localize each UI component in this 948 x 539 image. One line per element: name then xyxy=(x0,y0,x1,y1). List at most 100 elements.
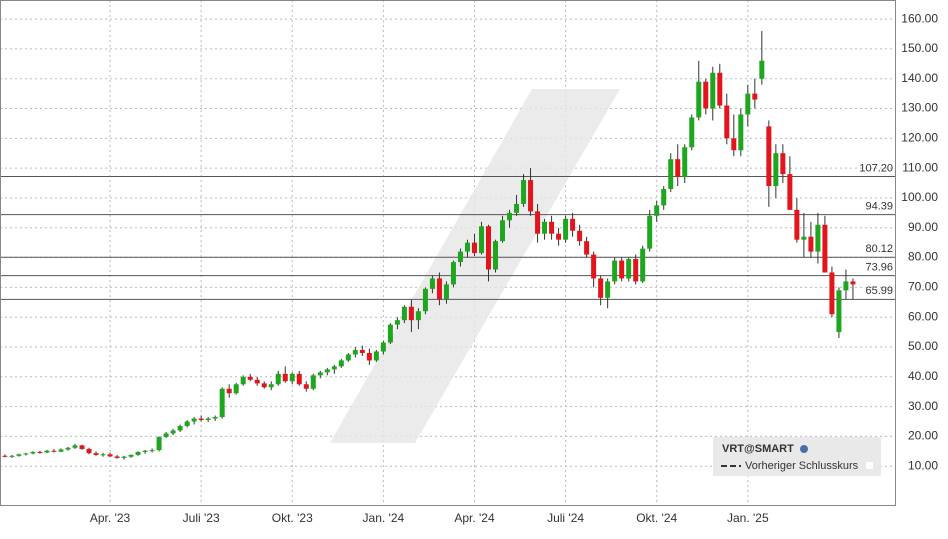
y-tick-label: 150.00 xyxy=(901,41,938,55)
candle-body xyxy=(338,360,344,367)
candle-body xyxy=(345,354,351,361)
candle-body xyxy=(373,351,379,361)
x-tick-label: Jan. '24 xyxy=(363,511,405,525)
y-tick-label: 110.00 xyxy=(902,160,938,174)
candle-body xyxy=(415,311,421,321)
candle-body xyxy=(640,248,646,282)
axes: 10.00 20.00 30.00 40.00 50.00 60.00 70.00 80.00… xyxy=(90,11,938,525)
candle-body xyxy=(429,278,435,289)
candle-body xyxy=(478,226,484,254)
candle-body xyxy=(486,226,492,270)
candle-body xyxy=(121,456,127,458)
candle-body xyxy=(128,454,134,457)
candle-body xyxy=(773,153,779,187)
candle-body xyxy=(731,138,737,151)
candle-body xyxy=(528,180,534,212)
candle-body xyxy=(170,430,176,434)
candle-body xyxy=(801,236,807,240)
candle-body xyxy=(752,93,758,100)
candle-body xyxy=(598,278,604,298)
y-tick-label: 100.00 xyxy=(901,190,938,204)
candle-body xyxy=(72,445,78,448)
candle-body xyxy=(9,455,15,457)
candle-body xyxy=(331,366,337,370)
candle-body xyxy=(766,126,772,187)
candle-body xyxy=(317,372,323,376)
candle-body xyxy=(359,349,365,353)
candle-body xyxy=(703,81,709,109)
candle-body xyxy=(212,417,218,419)
candle-body xyxy=(23,453,29,455)
candle-body xyxy=(310,375,316,389)
candle-body xyxy=(696,81,702,118)
legend-entry: Vorheriger Schlusskurs xyxy=(745,460,859,472)
candle-body xyxy=(521,180,527,204)
watermark xyxy=(330,89,620,443)
candle-body xyxy=(65,447,71,450)
candle-body xyxy=(549,221,555,234)
candle-body xyxy=(289,373,295,382)
y-tick-label: 30.00 xyxy=(908,399,938,413)
candle-body xyxy=(296,373,302,385)
reference-label: 65.99 xyxy=(865,285,893,297)
candle-body xyxy=(422,288,428,312)
y-tick-label: 50.00 xyxy=(908,339,938,353)
candle-body xyxy=(401,306,407,321)
candle-body xyxy=(471,242,477,254)
candles xyxy=(2,31,856,460)
candle-body xyxy=(457,251,463,263)
candle-body xyxy=(850,281,856,285)
candle-body xyxy=(556,233,562,240)
candle-body xyxy=(591,254,597,279)
candle-body xyxy=(275,373,281,385)
candle-body xyxy=(261,383,267,388)
candle-body xyxy=(191,418,197,422)
candle-body xyxy=(303,384,309,389)
candle-body xyxy=(464,242,470,252)
candle-body xyxy=(493,241,499,270)
candle-body xyxy=(86,448,92,454)
candle-body xyxy=(282,373,288,382)
y-tick-label: 130.00 xyxy=(901,101,938,115)
candle-body xyxy=(226,388,232,394)
candle-body xyxy=(584,241,590,255)
candle-body xyxy=(668,159,674,190)
candle-body xyxy=(93,453,99,455)
candle-body xyxy=(514,203,520,213)
candle-body xyxy=(436,278,442,300)
candle-body xyxy=(689,117,695,148)
reference-label: 80.12 xyxy=(865,243,893,255)
candle-body xyxy=(408,306,414,321)
candle-body xyxy=(570,218,576,231)
candle-body xyxy=(149,450,155,452)
y-tick-label: 140.00 xyxy=(901,71,938,85)
candle-body xyxy=(542,221,548,234)
candle-body xyxy=(205,418,211,421)
candle-body xyxy=(787,174,793,210)
candle-body xyxy=(163,433,169,438)
candle-body xyxy=(682,147,688,178)
candle-body xyxy=(198,418,204,421)
legend: VRT@SMART Vorheriger Schlusskurs xyxy=(713,437,881,476)
reference-label: 107.20 xyxy=(859,162,893,174)
candle-body xyxy=(44,450,50,453)
candle-body xyxy=(184,421,190,427)
candle-body xyxy=(794,209,800,240)
candle-body xyxy=(759,60,765,79)
candle-body xyxy=(535,211,541,234)
candle-body xyxy=(675,159,681,178)
candle-body xyxy=(16,454,22,456)
candle-body xyxy=(633,259,639,282)
candle-body xyxy=(324,369,330,373)
candle-body xyxy=(507,212,513,221)
legend-icon xyxy=(800,445,808,453)
candle-body xyxy=(254,379,260,384)
candle-body xyxy=(612,260,618,282)
reference-lines: 107.20 94.39 80.12 73.96 65.99 xyxy=(0,162,895,300)
legend-checkbox[interactable] xyxy=(866,462,873,469)
x-tick-label: Juli '23 xyxy=(183,511,220,525)
legend-title: VRT@SMART xyxy=(722,443,794,455)
candle-body xyxy=(366,352,372,361)
candle-body xyxy=(815,224,821,252)
